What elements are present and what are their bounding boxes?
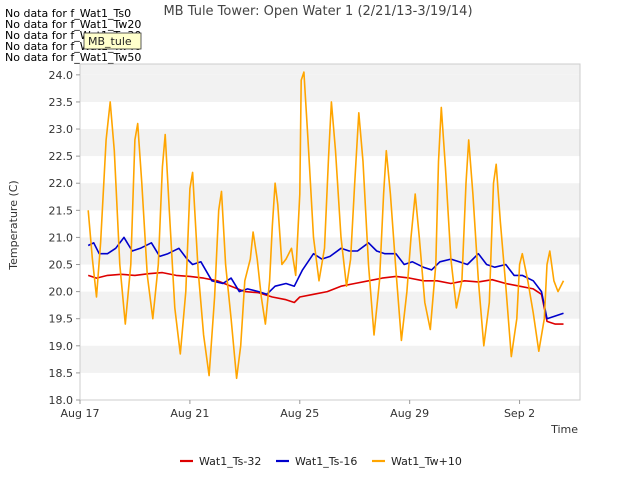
no-data-message: No data for f_Wat1_Ts0 [5, 7, 132, 20]
y-tick-label: 22.0 [49, 177, 74, 190]
x-tick-label: Aug 25 [280, 407, 319, 420]
y-tick-label: 22.5 [49, 150, 74, 163]
legend: Wat1_Ts-32 Wat1_Ts-16 Wat1_Tw+10 [180, 455, 462, 468]
y-tick-label: 19.0 [49, 340, 74, 353]
grid-band [80, 64, 580, 75]
grid-band [80, 74, 580, 102]
y-tick-label: 21.5 [49, 204, 74, 217]
grid-band [80, 237, 580, 265]
series-line-wat1-ts-16 [87, 236, 564, 320]
y-axis: 18.0 18.5 19.0 19.5 20.0 20.5 21.0 21.5 22.0 22.5… [49, 69, 80, 407]
y-tick-label: 24.0 [49, 69, 74, 82]
grid-band [80, 345, 580, 373]
x-axis: Aug 17 Aug 21 Aug 25 Aug 29 Sep 2 [61, 400, 535, 420]
series-line-wat1-tw-10 [87, 71, 565, 380]
y-tick-label: 21.0 [49, 231, 74, 244]
y-tick-label: 19.5 [49, 313, 74, 326]
series-line-wat1-ts-32 [87, 271, 564, 325]
y-axis-label: Temperature (C) [7, 180, 20, 270]
x-tick-label: Aug 29 [390, 407, 429, 420]
y-tick-label: 18.5 [49, 367, 74, 380]
grid-band [80, 291, 580, 319]
station-badge-label: MB_tule [88, 35, 132, 48]
no-data-message: No data for f_Wat1_Tw20 [5, 18, 142, 31]
legend-label: Wat1_Ts-32 [199, 455, 261, 468]
y-tick-label: 18.0 [49, 394, 74, 407]
station-badge: MB_tule [83, 32, 142, 50]
plot-frame [79, 63, 581, 401]
y-tick-label: 23.0 [49, 123, 74, 136]
grid-band [80, 183, 580, 211]
x-tick-label: Sep 2 [504, 407, 535, 420]
no-data-message: No data for f_Wat1_Tw50 [5, 51, 142, 64]
y-tick-label: 20.0 [49, 286, 74, 299]
x-tick-label: Aug 21 [170, 407, 209, 420]
legend-label: Wat1_Tw+10 [391, 455, 462, 468]
y-tick-label: 23.5 [49, 96, 74, 109]
legend-label: Wat1_Ts-16 [295, 455, 357, 468]
x-axis-label: Time [550, 423, 578, 436]
series-lines [87, 71, 565, 380]
chart-title: MB Tule Tower: Open Water 1 (2/21/13-3/1… [163, 4, 472, 19]
x-tick-label: Aug 17 [61, 407, 100, 420]
y-tick-label: 20.5 [49, 259, 74, 272]
